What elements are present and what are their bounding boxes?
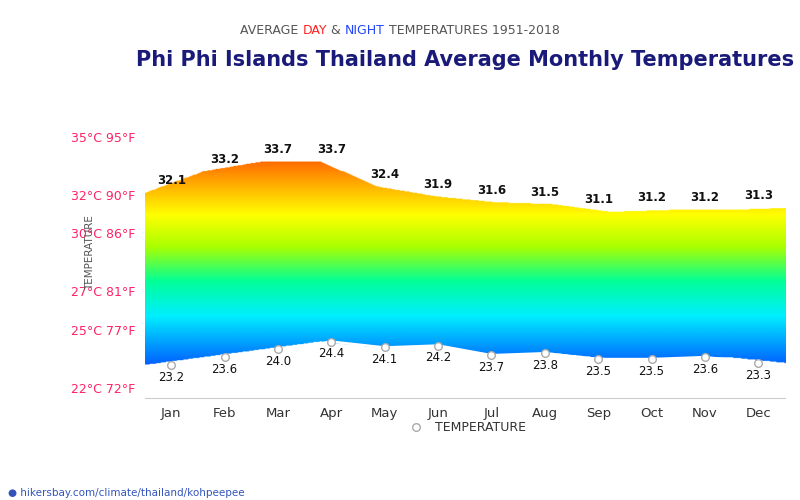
Text: 31.2: 31.2 bbox=[690, 192, 719, 204]
Text: 31.5: 31.5 bbox=[530, 186, 559, 198]
Text: 31.2: 31.2 bbox=[637, 192, 666, 204]
Text: 31.3: 31.3 bbox=[744, 190, 773, 202]
Text: 24.0: 24.0 bbox=[265, 355, 291, 368]
Text: 24.4: 24.4 bbox=[318, 348, 345, 360]
Text: 23.6: 23.6 bbox=[692, 363, 718, 376]
Text: AVERAGE: AVERAGE bbox=[240, 24, 302, 38]
Text: NIGHT: NIGHT bbox=[345, 24, 385, 38]
Text: 32.1: 32.1 bbox=[157, 174, 186, 187]
Text: 33.7: 33.7 bbox=[263, 143, 293, 156]
Text: DAY: DAY bbox=[302, 24, 327, 38]
Text: 24.1: 24.1 bbox=[371, 353, 398, 366]
Text: TEMPERATURE: TEMPERATURE bbox=[85, 216, 95, 290]
Text: 23.3: 23.3 bbox=[746, 368, 771, 382]
Text: 31.6: 31.6 bbox=[477, 184, 506, 196]
Text: 23.5: 23.5 bbox=[638, 365, 665, 378]
Text: 23.7: 23.7 bbox=[478, 361, 505, 374]
Text: 23.6: 23.6 bbox=[211, 363, 238, 376]
Legend: TEMPERATURE: TEMPERATURE bbox=[398, 416, 531, 440]
Text: 33.2: 33.2 bbox=[210, 152, 239, 166]
Text: ● hikersbay.com/climate/thailand/kohpeepee: ● hikersbay.com/climate/thailand/kohpeep… bbox=[8, 488, 245, 498]
Text: 31.9: 31.9 bbox=[423, 178, 453, 191]
Text: TEMPERATURES 1951-2018: TEMPERATURES 1951-2018 bbox=[385, 24, 560, 38]
Text: 23.8: 23.8 bbox=[532, 359, 558, 372]
Text: 23.2: 23.2 bbox=[158, 370, 184, 384]
Text: 31.1: 31.1 bbox=[584, 194, 613, 206]
Text: 23.5: 23.5 bbox=[585, 365, 611, 378]
Text: 24.2: 24.2 bbox=[425, 352, 451, 364]
Text: 33.7: 33.7 bbox=[317, 143, 346, 156]
Text: 32.4: 32.4 bbox=[370, 168, 399, 181]
Title: Phi Phi Islands Thailand Average Monthly Temperatures: Phi Phi Islands Thailand Average Monthly… bbox=[136, 50, 794, 70]
Text: &: & bbox=[327, 24, 345, 38]
